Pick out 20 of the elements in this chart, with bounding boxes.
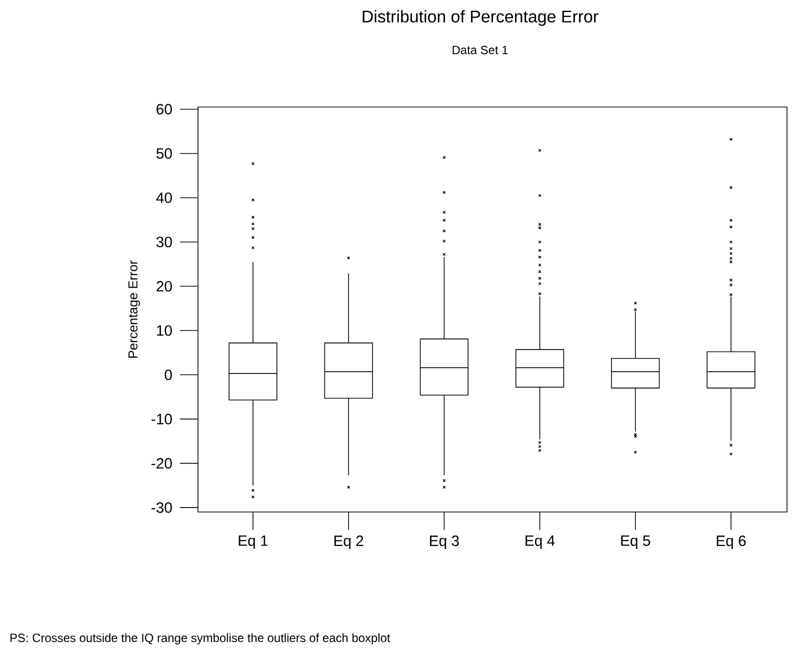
y-tick-label: 40 (156, 192, 172, 204)
x-tick-label: Eq 2 (334, 536, 364, 550)
y-tick-label: -20 (152, 458, 172, 469)
y-tick-label: 10 (157, 325, 172, 336)
x-tick-label: Eq 4 (526, 536, 555, 549)
y-tick-label: 30 (156, 236, 172, 248)
x-tick-label: Eq 1 (238, 536, 268, 549)
x-tick-label: Eq 6 (716, 536, 746, 550)
y-tick-label: 50 (156, 148, 172, 159)
chart-title: Distribution of Percentage Error (362, 10, 598, 26)
y-tick-label: 20 (156, 280, 172, 292)
y-axis-title: Percentage Error (128, 260, 140, 358)
y-tick-label: 0 (164, 369, 172, 380)
x-tick-label: Eq 3 (430, 536, 459, 550)
x-tick-label: Eq 5 (621, 536, 650, 549)
y-tick-label: -30 (152, 502, 172, 513)
y-tick-label: -10 (152, 414, 172, 424)
y-tick-label: 60 (156, 104, 172, 114)
chart-subtitle: Data Set 1 (452, 46, 508, 54)
text: PS: Crosses outside the IQ range symbolise the outliers of each boxplot (10, 633, 390, 644)
